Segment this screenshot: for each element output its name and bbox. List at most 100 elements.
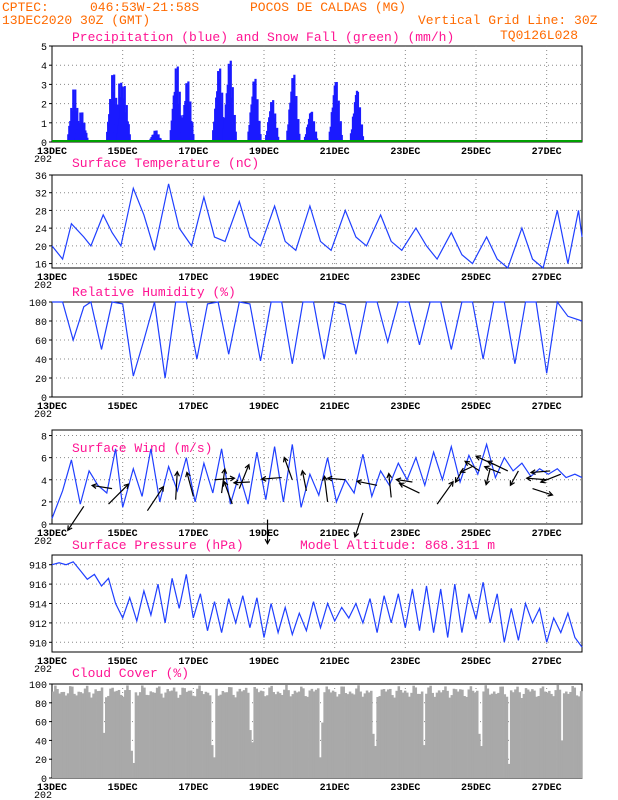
cloud-bar xyxy=(543,691,547,778)
year-fragment-label: 202 xyxy=(34,791,52,800)
precip-bar xyxy=(192,134,195,142)
cloud-bar xyxy=(558,689,562,778)
cloud-bar xyxy=(236,691,239,778)
panel-title: Surface Wind (m/s) xyxy=(72,441,212,456)
date-tick-label: 13DEC xyxy=(37,273,67,284)
y-tick-label: 100 xyxy=(29,681,47,692)
cloud-bar xyxy=(100,687,104,778)
date-tick-label: 17DEC xyxy=(178,147,208,158)
wind-arrow-shaft xyxy=(214,477,235,481)
precip-bar xyxy=(128,134,131,142)
precip-bar xyxy=(340,134,343,142)
y-tick-label: 2 xyxy=(41,101,47,112)
cloud-bar xyxy=(450,695,454,778)
cloud-bar xyxy=(427,687,430,778)
cloud-bar xyxy=(448,697,451,778)
cloud-bar xyxy=(321,722,324,778)
header-coords: 046:53W-21:58S xyxy=(90,0,199,15)
wind-arrow-head xyxy=(232,479,239,486)
precip-bar xyxy=(191,122,194,142)
cloud-bar xyxy=(172,687,176,778)
date-tick-label: 23DEC xyxy=(390,529,420,540)
cloud-bar xyxy=(463,695,466,778)
date-tick-label: 27DEC xyxy=(532,783,562,794)
cloud-bar xyxy=(406,692,409,778)
cloud-bar xyxy=(560,740,564,778)
cloud-bar xyxy=(374,746,377,778)
wind-arrow-head xyxy=(454,477,461,484)
wind-arrow-head xyxy=(174,470,180,477)
y-tick-label: 60 xyxy=(35,337,47,348)
cloud-bar xyxy=(363,693,367,778)
cloud-bar xyxy=(495,693,498,778)
header-location: POCOS DE CALDAS (MG) xyxy=(250,0,406,15)
wind-arrow-head xyxy=(386,472,393,479)
plot-frame xyxy=(51,301,583,398)
wind-arrow-head xyxy=(509,480,515,487)
cloud-bar xyxy=(336,696,339,778)
cloud-bar xyxy=(333,691,337,778)
cloud-bar xyxy=(225,692,229,778)
date-tick-label: 21DEC xyxy=(320,402,350,413)
date-tick-label: 17DEC xyxy=(178,529,208,540)
wind-arrow-head xyxy=(260,475,267,482)
cloud-bar xyxy=(113,691,116,778)
date-tick-label: 23DEC xyxy=(390,402,420,413)
cloud-bar xyxy=(312,691,316,778)
date-tick-label: 25DEC xyxy=(461,783,491,794)
y-tick-label: 6 xyxy=(41,455,47,466)
wind-arrow-shaft xyxy=(356,480,378,486)
cloud-bar xyxy=(556,684,560,778)
precip-bar xyxy=(358,107,362,142)
cloud-bar xyxy=(102,732,106,778)
cloud-bar xyxy=(96,691,100,778)
cloud-bar xyxy=(81,693,85,778)
cloud-bar xyxy=(340,686,343,778)
cloud-bar xyxy=(554,690,557,778)
cloud-bar xyxy=(211,745,214,778)
cloud-bar xyxy=(268,687,271,778)
y-tick-label: 4 xyxy=(41,62,47,73)
wind-arrow-shaft xyxy=(540,473,562,483)
cloud-bar xyxy=(338,694,341,778)
y-tick-label: 918 xyxy=(29,562,47,573)
cloud-bar xyxy=(73,693,76,778)
cloud-bar xyxy=(348,691,352,778)
date-tick-label: 25DEC xyxy=(461,657,491,668)
precip-bar xyxy=(276,127,279,142)
cloud-bar xyxy=(505,696,509,778)
cloud-bar xyxy=(158,686,161,778)
cloud-bar xyxy=(452,688,456,778)
wind-arrow-head xyxy=(67,525,73,532)
date-tick-label: 25DEC xyxy=(461,529,491,540)
cloud-bar xyxy=(64,695,68,778)
cloud-bar xyxy=(208,695,212,778)
cloud-bar xyxy=(418,693,422,778)
y-tick-label: 3 xyxy=(41,81,47,92)
cloud-bar xyxy=(77,691,80,778)
cloud-bar xyxy=(397,686,401,778)
wind-arrow-head xyxy=(229,475,236,482)
cloud-bar xyxy=(126,685,129,778)
wind-arrow-shaft xyxy=(175,471,178,500)
cloud-bar xyxy=(473,692,477,778)
wind-arrow-shaft xyxy=(487,460,509,472)
cloud-bar xyxy=(346,694,350,778)
cloud-bar xyxy=(372,733,375,778)
precip-bar xyxy=(337,100,340,142)
date-tick-label: 15DEC xyxy=(108,529,138,540)
year-fragment-label: 202 xyxy=(34,537,52,548)
cloud-bar xyxy=(204,691,208,778)
cloud-bar xyxy=(151,692,155,778)
y-tick-label: 80 xyxy=(35,700,47,711)
y-tick-label: 20 xyxy=(35,243,47,254)
cloud-bar xyxy=(367,692,371,778)
cloud-bar xyxy=(253,686,256,778)
cloud-bar xyxy=(293,690,297,778)
cloud-bar xyxy=(191,695,195,778)
cloud-bar xyxy=(431,692,434,778)
cloud-bar xyxy=(353,694,356,778)
precip-bar xyxy=(297,119,300,142)
wind-arrow-head xyxy=(282,456,289,463)
wind-arrow-head xyxy=(459,467,466,473)
